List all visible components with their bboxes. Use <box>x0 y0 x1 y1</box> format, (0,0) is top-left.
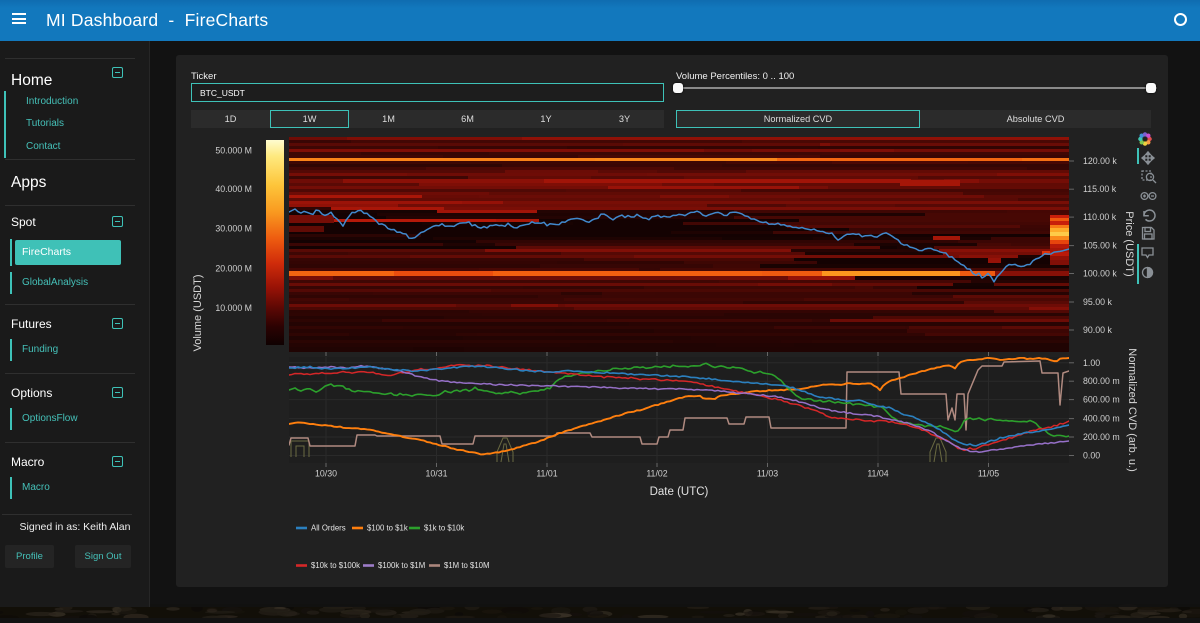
svg-text:105.00 k: 105.00 k <box>1083 241 1117 251</box>
svg-text:20.000 M: 20.000 M <box>215 263 252 273</box>
svg-text:200.00 m: 200.00 m <box>1083 432 1120 442</box>
svg-text:$1M to $10M: $1M to $10M <box>444 561 490 570</box>
svg-text:90.00 k: 90.00 k <box>1083 325 1112 335</box>
svg-text:11/02: 11/02 <box>646 468 667 478</box>
svg-text:$100k to $1M: $100k to $1M <box>378 561 425 570</box>
svg-text:10/31: 10/31 <box>425 468 447 478</box>
svg-text:Volume (USDT): Volume (USDT) <box>192 274 204 351</box>
svg-text:400.00 m: 400.00 m <box>1083 414 1120 424</box>
svg-text:100.00 k: 100.00 k <box>1083 269 1117 279</box>
svg-text:$1k to $10k: $1k to $10k <box>424 524 464 533</box>
svg-text:30.000 M: 30.000 M <box>215 224 252 234</box>
svg-text:0.00: 0.00 <box>1083 451 1100 461</box>
svg-text:11/04: 11/04 <box>867 468 888 478</box>
svg-text:600.00 m: 600.00 m <box>1083 395 1120 405</box>
svg-text:10.000 M: 10.000 M <box>215 303 252 313</box>
svg-text:Normalized CVD (arb. u.): Normalized CVD (arb. u.) <box>1126 348 1138 471</box>
svg-text:800.00 m: 800.00 m <box>1083 376 1120 386</box>
svg-text:11/01: 11/01 <box>536 468 557 478</box>
svg-text:95.00 k: 95.00 k <box>1083 297 1112 307</box>
svg-text:Date (UTC): Date (UTC) <box>650 486 709 498</box>
svg-text:11/05: 11/05 <box>978 468 999 478</box>
svg-text:$100 to $1k: $100 to $1k <box>367 524 408 533</box>
svg-text:Price (USDT): Price (USDT) <box>1123 211 1135 276</box>
svg-text:40.000 M: 40.000 M <box>215 184 252 194</box>
svg-text:10/30: 10/30 <box>315 468 337 478</box>
svg-text:All Orders: All Orders <box>311 524 346 533</box>
svg-text:1.00: 1.00 <box>1083 358 1100 368</box>
svg-text:115.00 k: 115.00 k <box>1083 184 1117 194</box>
svg-text:$10k to $100k: $10k to $100k <box>311 561 360 570</box>
svg-text:120.00 k: 120.00 k <box>1083 156 1117 166</box>
svg-text:50.000 M: 50.000 M <box>215 146 252 156</box>
svg-text:110.00 k: 110.00 k <box>1083 212 1117 222</box>
svg-text:11/03: 11/03 <box>757 468 778 478</box>
